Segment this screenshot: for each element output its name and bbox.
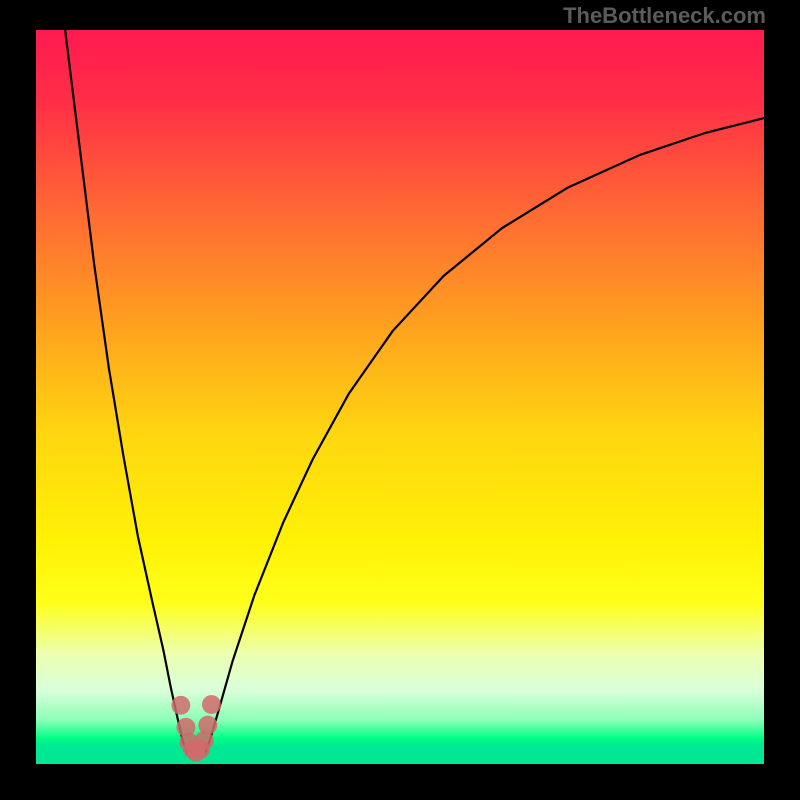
chart-curves-layer [36,30,764,764]
valley-marker-group [171,695,221,762]
chart-outer-frame: TheBottleneck.com [0,0,800,800]
valley-marker-dot [198,716,217,735]
valley-marker-dot [202,695,221,714]
valley-marker-dot [171,696,190,715]
watermark-text: TheBottleneck.com [563,3,766,29]
curve-left [65,30,187,754]
curve-right [205,118,764,754]
chart-plot-area [36,30,764,764]
